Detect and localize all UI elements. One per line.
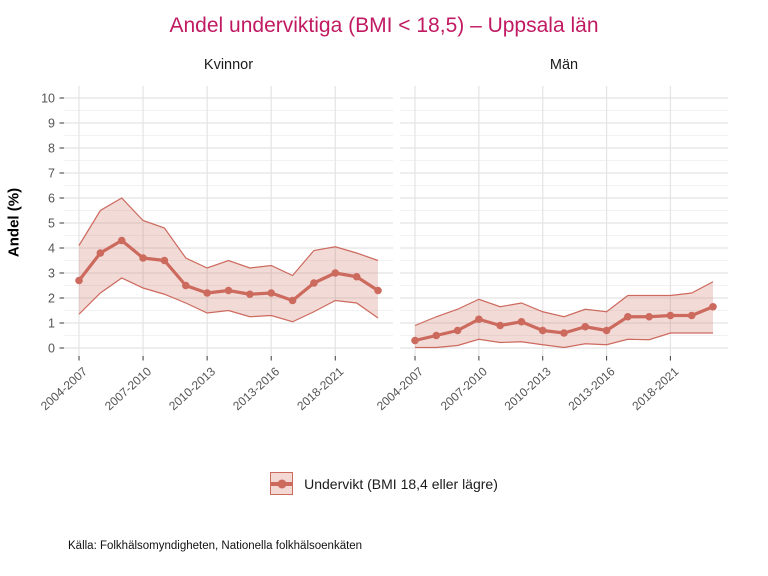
legend-dot-icon bbox=[277, 479, 287, 488]
y-tick-label: 0 bbox=[48, 342, 55, 356]
data-point bbox=[666, 311, 675, 320]
data-point bbox=[224, 286, 233, 295]
data-point bbox=[310, 279, 318, 287]
legend-swatch-icon bbox=[270, 472, 294, 495]
data-point bbox=[496, 321, 504, 330]
facet-title-kvinnor: Kvinnor bbox=[203, 57, 254, 73]
x-tick-label: 2004-2007 bbox=[374, 364, 426, 413]
confidence-band bbox=[415, 281, 713, 348]
data-point bbox=[624, 312, 632, 321]
data-point bbox=[581, 322, 590, 331]
panel-kvinnor: 2004-2007 2007-2010 2010-2013 2013-2016 2018… bbox=[38, 86, 393, 413]
y-tick-label: 7 bbox=[48, 167, 55, 181]
data-point bbox=[687, 311, 696, 320]
x-tick-label: 2007-2010 bbox=[438, 364, 490, 413]
data-point bbox=[96, 249, 105, 257]
confidence-band-lower bbox=[78, 277, 379, 323]
data-point bbox=[160, 256, 169, 265]
x-tick-label: 2013-2016 bbox=[566, 364, 618, 413]
data-point bbox=[246, 290, 254, 299]
y-tick-label: 9 bbox=[48, 117, 55, 131]
x-tick-label: 2004-2007 bbox=[38, 364, 90, 413]
data-point bbox=[203, 289, 211, 297]
panel-man: 2004-2007 2007-2010 2010-2013 2013-2016 2018… bbox=[374, 86, 728, 413]
data-point bbox=[538, 326, 547, 335]
plot-area: 2004-2007 2007-2010 2010-2013 2013-2016 2018… bbox=[38, 86, 728, 413]
data-point bbox=[411, 336, 419, 345]
data-point bbox=[432, 331, 441, 340]
confidence-band-upper bbox=[414, 281, 714, 327]
y-tick-label: 6 bbox=[48, 192, 55, 206]
y-tick-label: 8 bbox=[48, 142, 55, 156]
x-tick-label: 2010-2013 bbox=[166, 364, 218, 413]
data-point bbox=[288, 296, 297, 305]
data-point bbox=[117, 236, 126, 245]
legend: Undervikt (BMI 18,4 eller lägre) bbox=[0, 472, 768, 495]
chart-title: Andel underviktiga (BMI < 18,5) – Uppsal… bbox=[169, 14, 599, 37]
x-tick-label: 2007-2010 bbox=[102, 364, 154, 413]
source-note: Källa: Folkhälsomyndigheten, Nationella … bbox=[68, 540, 363, 552]
y-tick-label: 1 bbox=[48, 317, 55, 331]
x-tick-label: 2013-2016 bbox=[230, 364, 282, 413]
y-tick-label: 2 bbox=[48, 292, 55, 306]
y-tick-label: 5 bbox=[48, 217, 55, 231]
y-tick-label: 4 bbox=[48, 242, 55, 256]
x-tick-label: 2018-2021 bbox=[294, 364, 346, 413]
data-point bbox=[352, 272, 361, 281]
confidence-band-upper bbox=[78, 197, 379, 277]
data-point bbox=[267, 289, 276, 297]
data-point bbox=[453, 326, 462, 335]
data-point bbox=[139, 254, 147, 262]
data-point bbox=[475, 315, 483, 324]
y-tick-label: 10 bbox=[41, 92, 55, 106]
data-point bbox=[517, 317, 526, 326]
data-point bbox=[181, 281, 190, 290]
x-tick-label: 2010-2013 bbox=[502, 364, 554, 413]
facet-title-man: Män bbox=[549, 57, 579, 73]
legend-label: Undervikt (BMI 18,4 eller lägre) bbox=[304, 475, 498, 492]
data-point bbox=[645, 312, 653, 321]
data-point bbox=[709, 302, 717, 311]
data-point bbox=[602, 326, 611, 335]
data-point bbox=[560, 329, 568, 337]
y-tick-label: 3 bbox=[48, 267, 55, 281]
x-tick-label: 2018-2021 bbox=[629, 364, 681, 413]
data-point bbox=[331, 269, 340, 277]
data-point bbox=[374, 286, 382, 295]
data-point bbox=[75, 276, 83, 285]
confidence-band-lower bbox=[415, 332, 713, 349]
